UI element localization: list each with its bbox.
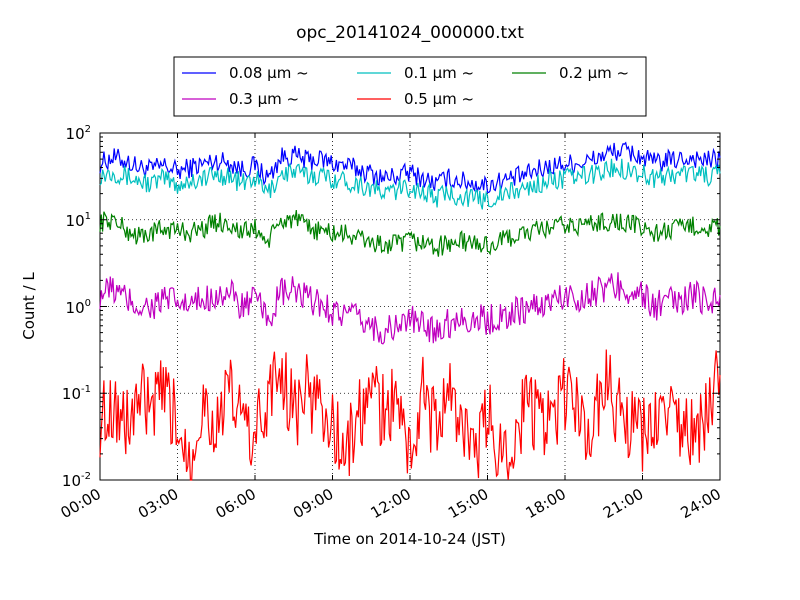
series-line [99,141,721,194]
x-axis-label: Time on 2014-10-24 (JST) [313,530,506,548]
legend-label: 0.3 μm ~ [229,90,299,108]
legend-label: 0.2 μm ~ [559,64,629,82]
chart-title: opc_20141024_000000.txt [296,23,524,43]
legend-label: 0.1 μm ~ [404,64,474,82]
y-axis-label: Count / L [20,272,38,340]
series-line [99,210,721,257]
y-tick-label: 10-2 [62,471,91,490]
y-tick-label: 102 [66,124,91,143]
series-layer [99,141,721,481]
series-line [99,272,721,345]
legend-label: 0.08 μm ~ [229,64,309,82]
series-line [99,158,721,210]
y-tick-label: 10-1 [62,384,91,403]
legend-box [173,56,647,117]
legend: 0.08 μm ~ 0.1 μm ~ 0.2 μm ~ 0.3 μm ~ 0.5 μm … [173,56,647,117]
legend-label: 0.5 μm ~ [404,90,474,108]
y-tick-labels: 10-2 10-1 100 101 102 [62,124,91,490]
y-tick-label: 101 [66,211,91,230]
series-line [99,349,721,481]
y-tick-label: 100 [66,298,91,317]
axis-ticks [99,132,721,481]
